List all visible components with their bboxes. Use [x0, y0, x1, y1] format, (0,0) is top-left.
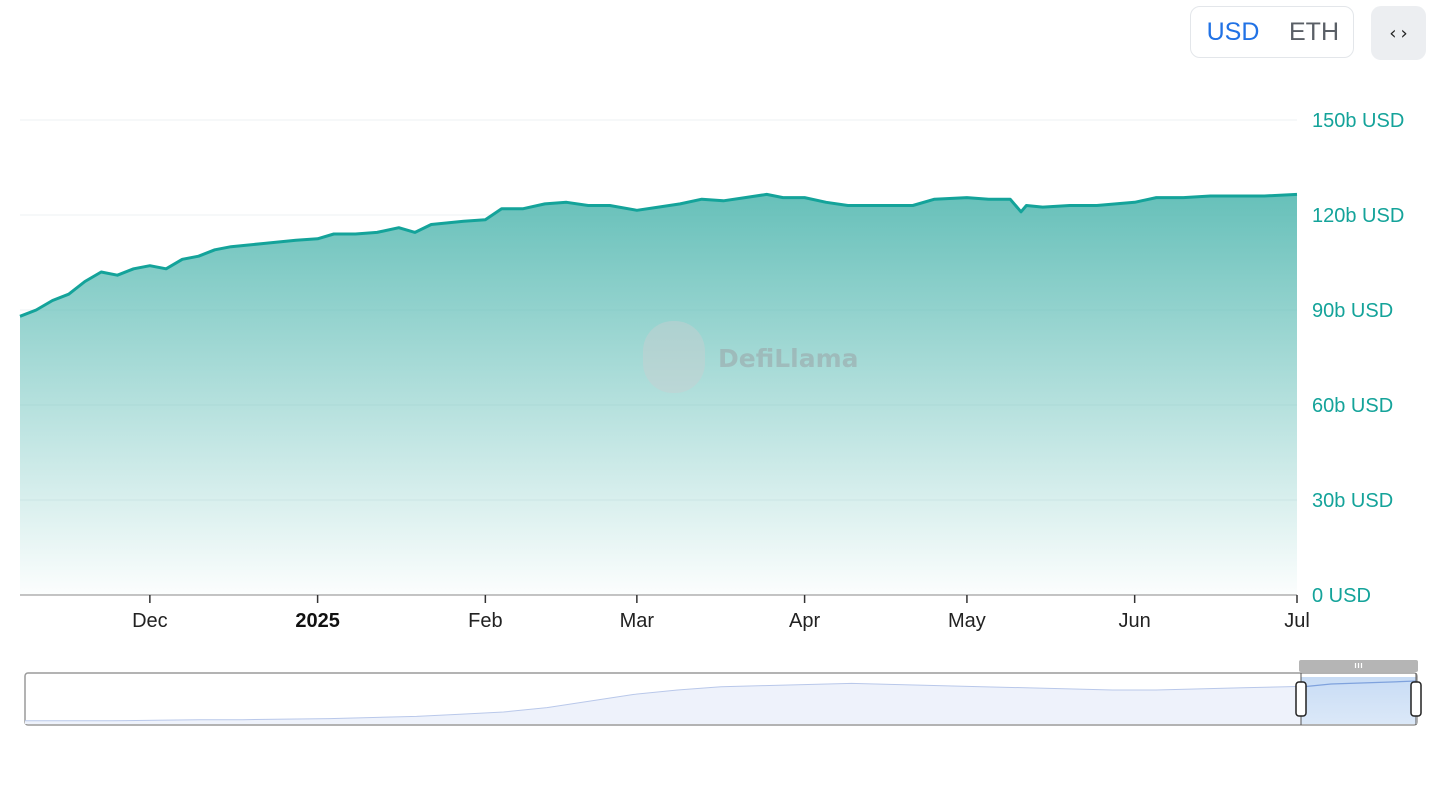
x-tick-label: Mar [620, 610, 655, 632]
x-tick-label: Feb [468, 610, 502, 632]
x-tick-label: 2025 [295, 610, 340, 632]
x-tick-label: May [948, 610, 986, 632]
x-tick-label: Dec [132, 610, 168, 632]
x-tick-label: Jun [1119, 610, 1151, 632]
y-tick-label: 30b USD [1312, 490, 1393, 512]
y-tick-label: 0 USD [1312, 585, 1371, 607]
navigator-overview-area [25, 683, 1417, 724]
y-axis: 0 USD 30b USD 60b USD 90b USD 120b USD 150b U… [1312, 110, 1404, 607]
usd-option-button[interactable]: USD [1191, 18, 1275, 47]
code-brackets-icon: ‹› [1387, 22, 1410, 44]
y-tick-label: 150b USD [1312, 110, 1404, 132]
navigator-selection-line [1300, 680, 1417, 688]
eth-option-button[interactable]: ETH [1275, 18, 1353, 47]
x-tick-label: Jul [1284, 610, 1310, 632]
y-tick-label: 90b USD [1312, 300, 1393, 322]
navigator-overview-line [25, 682, 1418, 722]
defillama-watermark: DefiLlama [643, 321, 859, 393]
y-tick-label: 60b USD [1312, 395, 1393, 417]
watermark-text: DefiLlama [718, 344, 859, 373]
series-area-fill [20, 194, 1297, 595]
embed-code-button[interactable]: ‹› [1371, 6, 1426, 60]
llama-logo-icon [643, 321, 705, 393]
series-area [19, 192, 1298, 595]
navigator-left-handle[interactable] [1295, 681, 1307, 717]
navigator-right-handle[interactable] [1410, 681, 1422, 717]
range-navigator[interactable] [24, 660, 1422, 726]
x-axis: Dec 2025 Feb Mar Apr May Jun Jul [20, 594, 1310, 632]
grip-icon [1354, 663, 1363, 668]
currency-toggle: USD ETH [1190, 6, 1354, 58]
series-line [19, 192, 1298, 318]
navigator-selection[interactable] [1301, 677, 1416, 724]
y-tick-label: 120b USD [1312, 205, 1404, 227]
x-tick-label: Apr [789, 610, 820, 632]
